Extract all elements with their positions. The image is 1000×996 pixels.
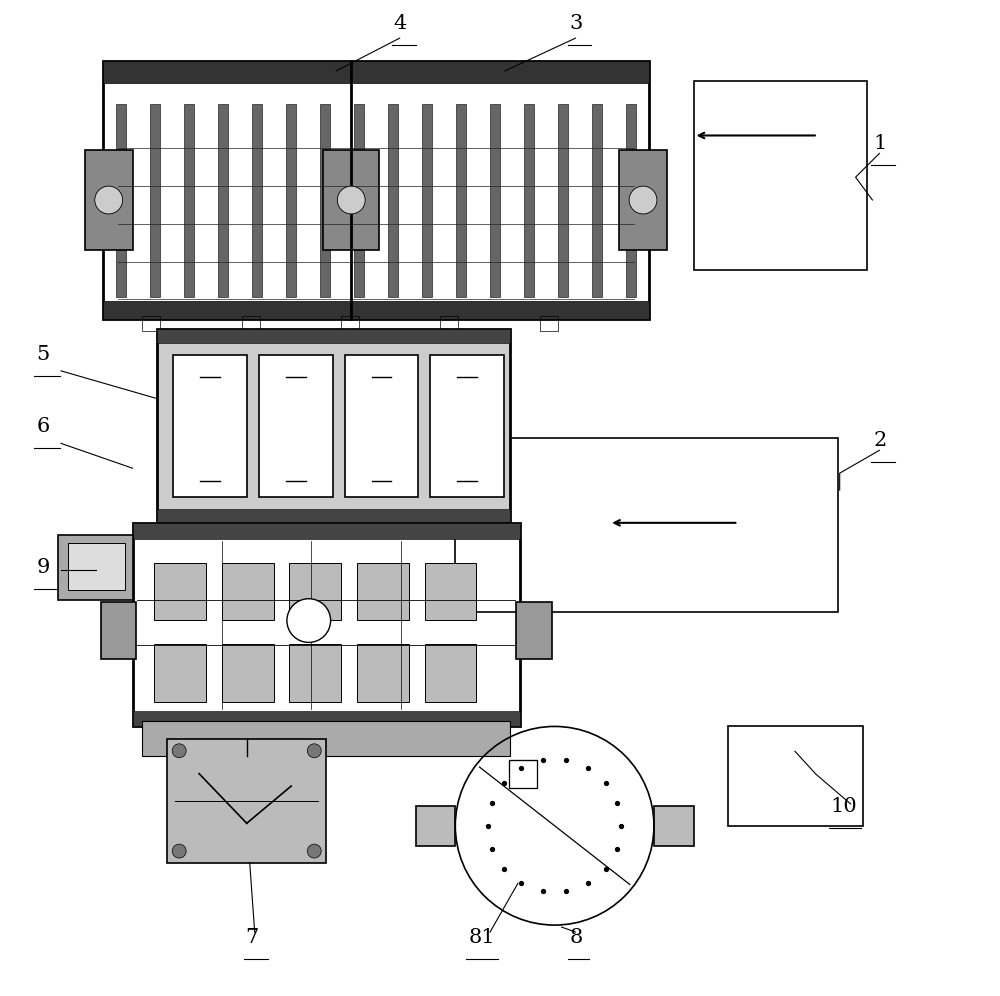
- Bar: [654, 806, 694, 846]
- Bar: [103, 61, 649, 320]
- Bar: [286, 104, 296, 298]
- Bar: [173, 355, 247, 497]
- Bar: [289, 644, 341, 701]
- Text: 8: 8: [570, 928, 583, 947]
- Circle shape: [307, 744, 321, 758]
- Bar: [154, 644, 206, 701]
- Bar: [133, 523, 520, 726]
- Bar: [455, 438, 838, 613]
- Bar: [694, 81, 867, 270]
- Bar: [157, 329, 510, 523]
- Bar: [516, 602, 552, 659]
- Bar: [142, 317, 160, 331]
- Bar: [101, 602, 136, 659]
- Bar: [103, 302, 649, 320]
- Text: 3: 3: [570, 14, 583, 33]
- Bar: [456, 104, 466, 298]
- Circle shape: [172, 744, 186, 758]
- Text: 10: 10: [831, 797, 857, 816]
- Bar: [150, 104, 160, 298]
- Bar: [184, 104, 194, 298]
- Text: 4: 4: [394, 14, 407, 33]
- Bar: [509, 760, 537, 788]
- Bar: [728, 726, 863, 826]
- Bar: [68, 543, 125, 590]
- Bar: [619, 150, 667, 250]
- Bar: [540, 317, 558, 331]
- Bar: [357, 563, 409, 621]
- Bar: [354, 104, 364, 298]
- Bar: [388, 104, 398, 298]
- Bar: [289, 563, 341, 621]
- Bar: [425, 644, 476, 701]
- Circle shape: [95, 186, 123, 214]
- Bar: [222, 563, 274, 621]
- Bar: [416, 806, 455, 846]
- Bar: [218, 104, 228, 298]
- Bar: [252, 104, 262, 298]
- Bar: [320, 104, 330, 298]
- Bar: [490, 104, 500, 298]
- Text: 5: 5: [36, 345, 49, 364]
- Bar: [345, 355, 418, 497]
- Bar: [157, 329, 510, 343]
- Bar: [440, 317, 458, 331]
- Bar: [558, 104, 568, 298]
- Bar: [167, 739, 326, 863]
- Text: 6: 6: [36, 417, 49, 436]
- Text: 81: 81: [468, 928, 495, 947]
- Bar: [133, 710, 520, 726]
- Circle shape: [307, 845, 321, 858]
- Circle shape: [629, 186, 657, 214]
- Text: 9: 9: [36, 559, 50, 578]
- Bar: [58, 535, 133, 600]
- Bar: [222, 644, 274, 701]
- Circle shape: [337, 186, 365, 214]
- Bar: [142, 721, 510, 756]
- Bar: [157, 509, 510, 523]
- Bar: [133, 523, 520, 539]
- Bar: [341, 317, 359, 331]
- Bar: [626, 104, 636, 298]
- Text: 2: 2: [873, 431, 887, 450]
- Bar: [422, 104, 432, 298]
- Bar: [116, 104, 126, 298]
- Bar: [103, 61, 649, 83]
- Text: 7: 7: [246, 928, 259, 947]
- Bar: [242, 317, 260, 331]
- Bar: [430, 355, 504, 497]
- Bar: [524, 104, 534, 298]
- Circle shape: [287, 599, 331, 642]
- Bar: [323, 150, 379, 250]
- Bar: [357, 644, 409, 701]
- Text: 1: 1: [873, 134, 887, 153]
- Bar: [425, 563, 476, 621]
- Bar: [592, 104, 602, 298]
- Bar: [85, 150, 133, 250]
- Bar: [259, 355, 333, 497]
- Circle shape: [172, 845, 186, 858]
- Bar: [154, 563, 206, 621]
